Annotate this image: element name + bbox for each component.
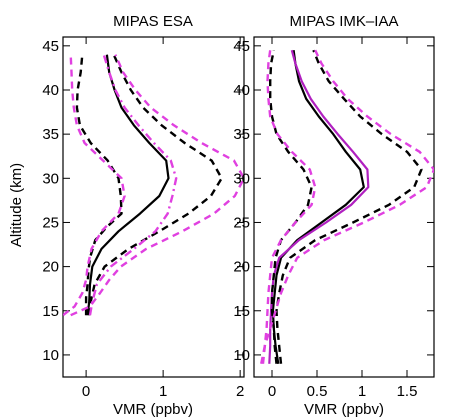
x-tick-label: 1.5: [397, 383, 418, 400]
plot-area: 0 0.5 1 1.5 10 15 20 25 30 35 40 45: [233, 36, 435, 400]
y-tick-label: 35: [233, 126, 250, 143]
x-axis-label: VMR (ppbv): [113, 401, 193, 418]
y-tick-label: 45: [42, 38, 59, 55]
y-tick-label: 35: [42, 126, 59, 143]
plot-frame: [62, 36, 245, 378]
y-tick-label: 45: [233, 38, 250, 55]
y-axis-label: Altitude (km): [8, 163, 25, 247]
x-tick-label: 1: [159, 383, 167, 400]
chart-title: MIPAS IMK–IAA: [290, 13, 399, 30]
y-tick-label: 10: [42, 347, 59, 364]
series-line-dashed-black-1: [75, 54, 123, 316]
series-line-solid-black-0: [86, 54, 170, 316]
x-tick-label: 0: [82, 383, 90, 400]
y-tick-label: 15: [42, 303, 59, 320]
series-line-dashed-black-2: [88, 54, 223, 316]
y-tick-label: 25: [42, 214, 59, 231]
y-tick-label: 30: [233, 170, 250, 187]
x-tick-label: 2: [236, 383, 244, 400]
y-tick-label: 20: [42, 259, 59, 276]
y-tick-label: 25: [233, 214, 250, 231]
y-tick-label: 20: [233, 259, 250, 276]
y-tick-label: 40: [42, 82, 59, 99]
series-line-solid-magenta-1: [268, 49, 370, 364]
chart-title: MIPAS ESA: [113, 13, 193, 30]
y-tick-label: 10: [233, 347, 250, 364]
series-line-dashdot-magenta-3: [88, 54, 178, 316]
series-line-dashed-magenta-4: [63, 54, 126, 317]
x-axis-label: VMR (ppbv): [304, 401, 384, 418]
series-line-dashed-black-3: [275, 49, 423, 364]
panel-mipas-imk-iaa: MIPAS IMK–IAA VMR (ppbv) 0 0.5 1 1.5 10 15 20 2…: [233, 13, 435, 418]
y-tick-label: 40: [233, 82, 250, 99]
x-tick-label: 0.5: [307, 383, 328, 400]
plot-area: 0 1 2 10 15 20 25 30 35 40 45: [42, 36, 245, 400]
series-line-solid-black-0: [271, 50, 365, 364]
series-line-dashed-black-2: [269, 49, 313, 364]
series-group: [260, 49, 434, 365]
series-line-dashed-magenta-4: [261, 50, 317, 364]
series-line-dashed-magenta-5: [70, 54, 244, 317]
series-group: [63, 54, 244, 317]
panel-mipas-esa: MIPAS ESA Altitude (km) VMR (ppbv) 0 1 2 10…: [8, 13, 245, 418]
series-line-dashed-magenta-5: [260, 49, 434, 365]
y-tick-label: 15: [233, 303, 250, 320]
y-tick-label: 30: [42, 170, 59, 187]
plot-frame: [253, 36, 435, 378]
x-tick-label: 1: [358, 383, 366, 400]
x-tick-label: 0: [268, 383, 276, 400]
